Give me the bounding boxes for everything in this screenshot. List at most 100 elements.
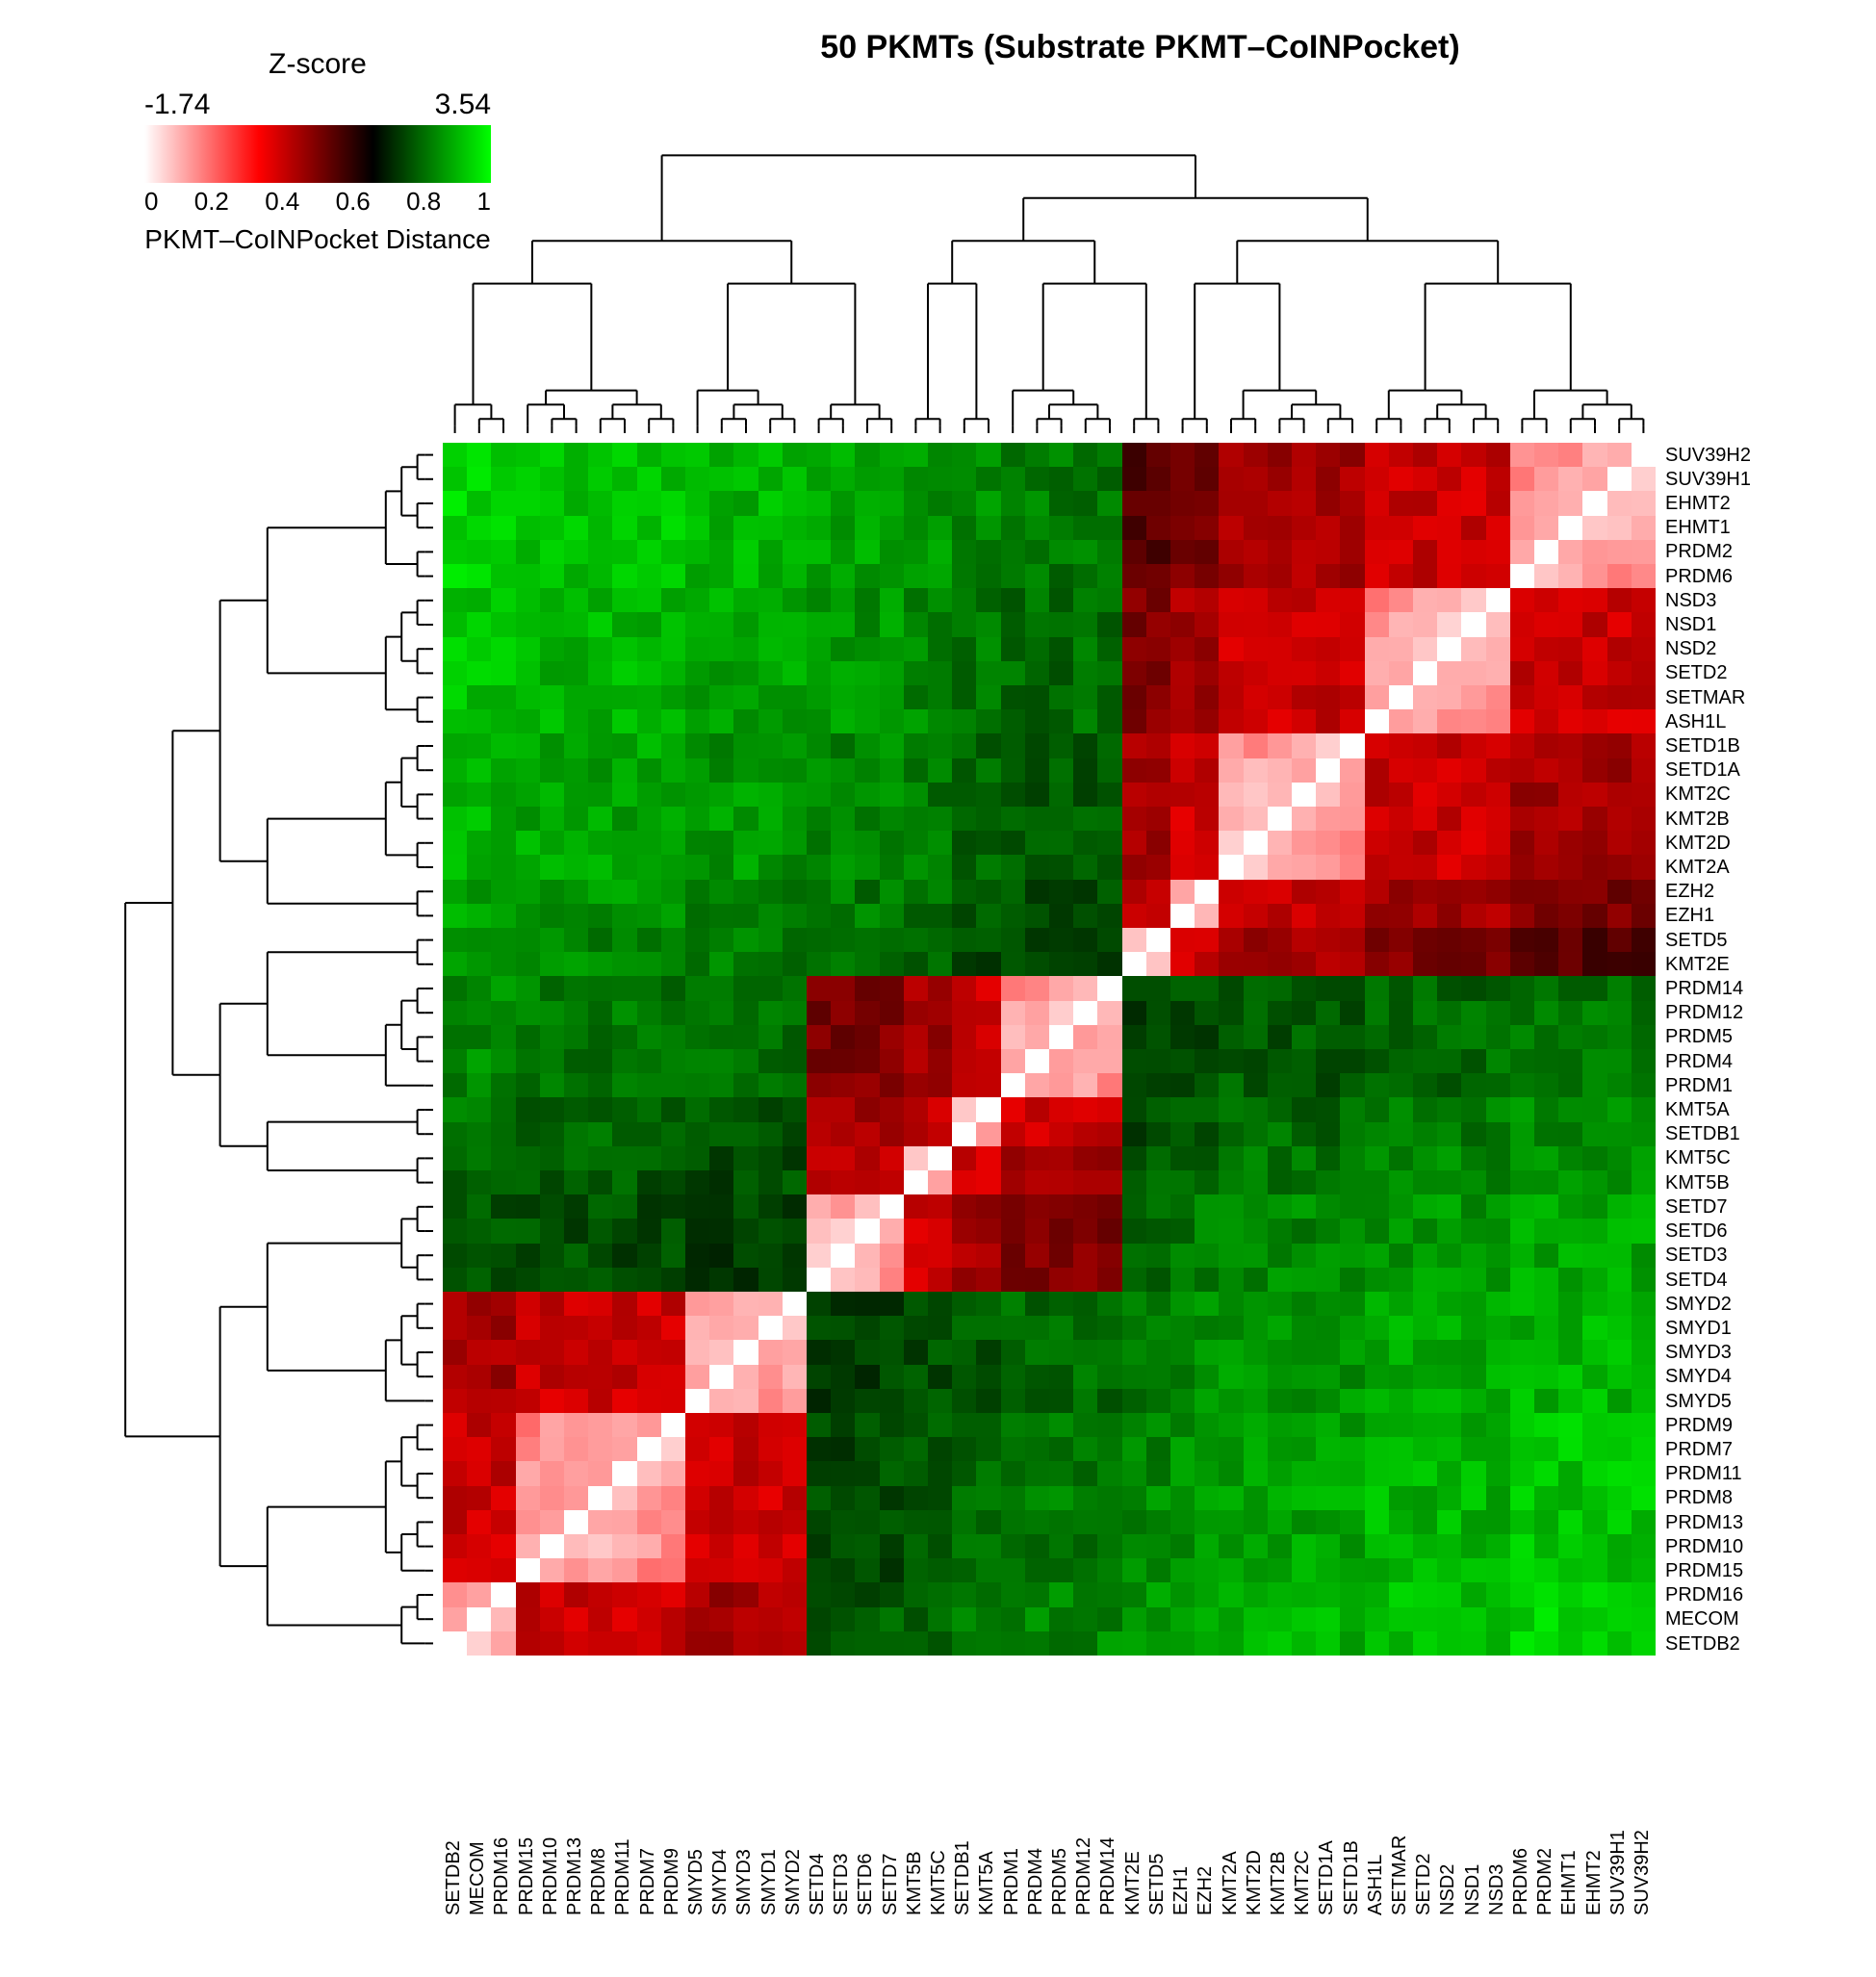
heatmap-cell <box>1195 733 1219 757</box>
heatmap-cell <box>1486 1461 1510 1485</box>
heatmap-cell <box>709 1365 733 1389</box>
heatmap-cell <box>467 1389 491 1413</box>
heatmap-cell <box>1582 443 1606 467</box>
heatmap-cell <box>1632 1486 1656 1510</box>
heatmap-cell <box>976 1122 1000 1146</box>
heatmap-cell <box>1413 1413 1437 1437</box>
heatmap-cell <box>1073 952 1097 976</box>
heatmap-cell <box>928 783 952 807</box>
heatmap-cell <box>1510 516 1534 540</box>
heatmap-cell <box>491 443 515 467</box>
heatmap-cell <box>1437 1244 1461 1268</box>
heatmap-cell <box>1558 443 1582 467</box>
heatmap-cell <box>831 1316 855 1340</box>
heatmap-cell <box>1340 783 1364 807</box>
heatmap-cell <box>952 1582 976 1606</box>
heatmap-cell <box>831 1486 855 1510</box>
heatmap-cell <box>1316 540 1340 564</box>
heatmap-cell <box>1146 952 1170 976</box>
heatmap-cell <box>1219 904 1243 928</box>
heatmap-cell <box>1195 758 1219 783</box>
heatmap-cell <box>1632 516 1656 540</box>
heatmap-cell <box>1510 1268 1534 1292</box>
heatmap-cell <box>1025 1292 1049 1316</box>
heatmap-cell <box>807 1268 831 1292</box>
heatmap-cell <box>709 661 733 685</box>
heatmap-cell <box>1073 1340 1097 1364</box>
heatmap-cell <box>1001 1025 1025 1049</box>
heatmap-cell <box>1486 1582 1510 1606</box>
heatmap-cell <box>588 783 612 807</box>
heatmap-cell <box>516 733 540 757</box>
heatmap-cell <box>1268 807 1292 831</box>
heatmap-cell <box>807 443 831 467</box>
heatmap-cell <box>612 1244 636 1268</box>
heatmap-cell <box>540 831 564 855</box>
heatmap-cell <box>1461 467 1485 491</box>
heatmap-cell <box>467 443 491 467</box>
heatmap-cell <box>1244 467 1268 491</box>
heatmap-cell <box>1292 1049 1316 1073</box>
heatmap-cell <box>928 1268 952 1292</box>
heatmap-cell <box>1292 1340 1316 1364</box>
row-label: SETD4 <box>1665 1268 1751 1292</box>
heatmap-cell <box>1073 1607 1097 1631</box>
heatmap-cell <box>1340 1122 1364 1146</box>
heatmap-cell <box>928 685 952 709</box>
heatmap-cell <box>952 1146 976 1170</box>
heatmap-cell <box>1632 1001 1656 1025</box>
heatmap-cell <box>1049 661 1073 685</box>
heatmap-cell <box>1582 1170 1606 1194</box>
heatmap-cell <box>516 855 540 879</box>
heatmap-cell <box>564 1146 588 1170</box>
heatmap-cell <box>540 928 564 952</box>
heatmap-cell <box>443 1268 467 1292</box>
heatmap-cell <box>1534 540 1558 564</box>
heatmap-cell <box>516 758 540 783</box>
heatmap-cell <box>904 855 928 879</box>
heatmap-cell <box>1219 1025 1243 1049</box>
heatmap-cell <box>1244 1244 1268 1268</box>
heatmap-cell <box>1365 1389 1389 1413</box>
heatmap-cell <box>1316 952 1340 976</box>
heatmap-cell <box>1437 709 1461 733</box>
heatmap-cell <box>733 758 758 783</box>
heatmap-cell <box>1049 1558 1073 1582</box>
heatmap-cell <box>1365 709 1389 733</box>
heatmap-cell <box>1316 1049 1340 1073</box>
heatmap-cell <box>1025 855 1049 879</box>
heatmap-cell <box>1001 1534 1025 1558</box>
heatmap-cell <box>880 928 904 952</box>
heatmap-cell <box>1389 904 1413 928</box>
heatmap-cell <box>467 491 491 515</box>
heatmap-cell <box>1558 1219 1582 1243</box>
heatmap-cell <box>1558 807 1582 831</box>
heatmap-cell <box>685 491 709 515</box>
heatmap-cell <box>588 807 612 831</box>
heatmap-cell <box>928 612 952 636</box>
heatmap-cell <box>1097 637 1121 661</box>
heatmap-cell <box>928 928 952 952</box>
heatmap-cell <box>1097 1122 1121 1146</box>
heatmap-cell <box>685 1631 709 1656</box>
heatmap-cell <box>952 1170 976 1194</box>
column-label: SETD1A <box>1316 1665 1340 1915</box>
heatmap-cell <box>807 880 831 904</box>
heatmap-cell <box>612 564 636 588</box>
heatmap-cell <box>564 1461 588 1485</box>
heatmap-cell <box>491 831 515 855</box>
heatmap-cell <box>1486 637 1510 661</box>
column-label: SETD5 <box>1146 1665 1170 1915</box>
heatmap-cell <box>1510 1631 1534 1656</box>
heatmap-cell <box>1195 564 1219 588</box>
heatmap-cell <box>1316 1389 1340 1413</box>
heatmap-cell <box>1146 1219 1170 1243</box>
heatmap-cell <box>1437 1049 1461 1073</box>
heatmap-cell <box>709 1219 733 1243</box>
heatmap-cell <box>443 1001 467 1025</box>
heatmap-cell <box>1122 685 1146 709</box>
heatmap-cell <box>1461 807 1485 831</box>
heatmap-cell <box>1534 1244 1558 1268</box>
row-label: SETD1A <box>1665 758 1751 783</box>
heatmap-cell <box>1001 733 1025 757</box>
